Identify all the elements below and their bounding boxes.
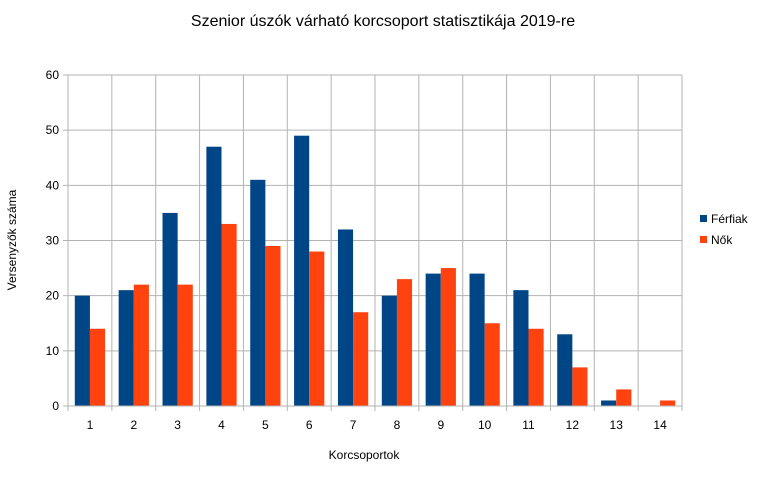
y-tick-label: 10 bbox=[46, 344, 60, 358]
x-tick-label: 11 bbox=[522, 418, 535, 432]
bar-series1-cat-5 bbox=[265, 246, 281, 406]
legend-swatch-series1 bbox=[700, 236, 707, 243]
bar-series1-cat-12 bbox=[572, 367, 588, 406]
x-tick-label: 2 bbox=[130, 418, 137, 432]
bar-series1-cat-7 bbox=[353, 312, 369, 406]
chart-title: Szenior úszók várható korcsoport statisz… bbox=[191, 13, 575, 30]
bar-series0-cat-13 bbox=[601, 400, 617, 406]
bar-series0-cat-10 bbox=[469, 273, 485, 406]
y-tick-label: 50 bbox=[46, 123, 60, 137]
bar-series1-cat-9 bbox=[440, 268, 456, 406]
bar-series1-cat-11 bbox=[528, 328, 544, 406]
bar-series0-cat-8 bbox=[381, 295, 397, 406]
x-tick-label: 1 bbox=[87, 418, 94, 432]
y-tick-label: 20 bbox=[46, 289, 60, 303]
bar-series0-cat-11 bbox=[513, 290, 529, 406]
bar-series1-cat-13 bbox=[616, 389, 632, 406]
bar-series0-cat-2 bbox=[118, 290, 134, 406]
x-tick-label: 3 bbox=[174, 418, 181, 432]
bar-series0-cat-7 bbox=[337, 229, 354, 406]
bar-series1-cat-3 bbox=[177, 284, 193, 406]
legend-label-series1: Nők bbox=[711, 233, 733, 247]
gridlines bbox=[67, 74, 683, 411]
bar-series1-cat-10 bbox=[484, 323, 500, 406]
bar-series1-cat-6 bbox=[309, 251, 325, 406]
bar-series0-cat-6 bbox=[294, 135, 310, 406]
bar-series1-cat-1 bbox=[89, 328, 106, 406]
x-tick-label: 4 bbox=[218, 418, 225, 432]
x-tick-label: 10 bbox=[478, 418, 492, 432]
y-tick-label: 40 bbox=[46, 178, 60, 192]
bar-series1-cat-2 bbox=[133, 284, 149, 406]
x-tick-label: 6 bbox=[306, 418, 313, 432]
x-tick-label: 12 bbox=[566, 418, 580, 432]
x-tick-labels: 1 2 3 4 5 6 7 8 9 10 11 12 13 14 bbox=[87, 418, 667, 432]
legend: Férfiak Nők bbox=[700, 212, 749, 247]
y-tick-label: 0 bbox=[52, 399, 59, 413]
bar-series0-cat-5 bbox=[250, 179, 266, 406]
x-tick-label: 7 bbox=[350, 418, 357, 432]
x-tick-label: 8 bbox=[394, 418, 401, 432]
y-tick-label: 60 bbox=[46, 68, 60, 82]
legend-label-series0: Férfiak bbox=[711, 212, 749, 226]
legend-swatch-series0 bbox=[700, 215, 707, 222]
x-axis-label: Korcsoportok bbox=[329, 448, 401, 462]
bars bbox=[74, 135, 676, 406]
y-tick-labels: 0 10 20 30 40 50 60 bbox=[46, 68, 60, 413]
bar-series1-cat-4 bbox=[221, 223, 237, 406]
y-tick-label: 30 bbox=[46, 234, 60, 248]
bar-series1-cat-8 bbox=[396, 279, 413, 406]
bar-series0-cat-4 bbox=[206, 146, 222, 406]
bar-series0-cat-9 bbox=[425, 273, 441, 406]
x-tick-label: 9 bbox=[437, 418, 444, 432]
bar-series0-cat-1 bbox=[74, 295, 90, 406]
bar-series1-cat-14 bbox=[660, 400, 676, 406]
y-axis-label: Versenyzők száma bbox=[5, 189, 19, 290]
x-tick-label: 13 bbox=[610, 418, 624, 432]
x-tick-label: 14 bbox=[653, 418, 667, 432]
bar-series0-cat-12 bbox=[557, 334, 573, 406]
bar-series0-cat-3 bbox=[162, 212, 178, 406]
x-tick-label: 5 bbox=[262, 418, 269, 432]
axes bbox=[63, 74, 682, 407]
